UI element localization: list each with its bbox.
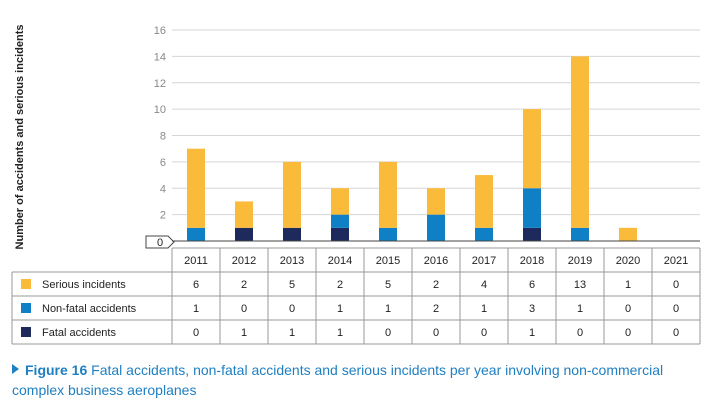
bar-serious-incidents: [331, 188, 349, 215]
figure-label: Figure 16: [25, 362, 88, 378]
table-cell: 0: [625, 303, 631, 315]
table-cell: 1: [289, 327, 295, 339]
bar-serious-incidents: [619, 227, 637, 241]
y-tick-label: 12: [154, 78, 166, 90]
x-tick-label: 2019: [568, 255, 592, 267]
y-tick-label: 2: [160, 210, 166, 222]
bar-non-fatal-accidents: [475, 227, 493, 241]
bar-non-fatal-accidents: [331, 214, 349, 228]
table-cell: 1: [481, 303, 487, 315]
table-cell: 3: [529, 303, 535, 315]
y-tick-label: 10: [154, 104, 166, 116]
table-cell: 0: [433, 327, 439, 339]
table-cell: 2: [433, 279, 439, 291]
bar-non-fatal-accidents: [187, 227, 205, 241]
figure-caption: Figure 16 Fatal accidents, non-fatal acc…: [12, 360, 712, 400]
legend-swatch: [21, 279, 31, 289]
table-cell: 0: [385, 327, 391, 339]
x-tick-label: 2018: [520, 255, 544, 267]
bar-fatal-accidents: [235, 227, 253, 241]
y-tick-label: 6: [160, 157, 166, 169]
bar-serious-incidents: [235, 201, 253, 228]
bar-serious-incidents: [187, 148, 205, 228]
x-tick-label: 2011: [184, 255, 208, 267]
table-cell: 2: [337, 279, 343, 291]
y-tick-label: 8: [160, 131, 166, 143]
table-cell: 1: [577, 303, 583, 315]
caption-arrow-icon: [12, 364, 19, 374]
y-tick-label: 14: [154, 51, 166, 63]
caption-text: Fatal accidents, non-fatal accidents and…: [12, 362, 664, 398]
y-tick-label: 4: [160, 183, 166, 195]
x-tick-label: 2021: [664, 255, 688, 267]
table-cell: 1: [337, 327, 343, 339]
bar-fatal-accidents: [523, 227, 541, 241]
table-cell: 1: [385, 303, 391, 315]
bar-non-fatal-accidents: [523, 188, 541, 228]
legend-swatch: [21, 303, 31, 313]
bar-fatal-accidents: [331, 227, 349, 241]
legend-label: Serious incidents: [42, 279, 126, 291]
table-cell: 0: [625, 327, 631, 339]
table-cell: 0: [673, 279, 679, 291]
y-tick-label: 16: [154, 25, 166, 37]
x-tick-label: 2013: [280, 255, 304, 267]
bar-serious-incidents: [475, 175, 493, 228]
bar-non-fatal-accidents: [427, 214, 445, 241]
y-axis-title: Number of accidents and serious incident…: [14, 25, 26, 250]
legend-swatch: [21, 327, 31, 337]
x-tick-label: 2015: [376, 255, 400, 267]
bar-serious-incidents: [379, 161, 397, 228]
table-cell: 0: [673, 303, 679, 315]
table-cell: 0: [577, 327, 583, 339]
table-cell: 1: [625, 279, 631, 291]
table-cell: 0: [673, 327, 679, 339]
table-cell: 5: [385, 279, 391, 291]
table-cell: 1: [529, 327, 535, 339]
table-cell: 1: [241, 327, 247, 339]
table-cell: 0: [289, 303, 295, 315]
legend-label: Non-fatal accidents: [42, 303, 137, 315]
table-cell: 2: [241, 279, 247, 291]
bar-fatal-accidents: [283, 227, 301, 241]
table-cell: 5: [289, 279, 295, 291]
table-cell: 0: [241, 303, 247, 315]
bar-serious-incidents: [523, 109, 541, 189]
table-cell: 4: [481, 279, 487, 291]
bar-non-fatal-accidents: [571, 227, 589, 241]
x-tick-label: 2016: [424, 255, 448, 267]
zero-marker: [145, 235, 175, 249]
bar-serious-incidents: [427, 188, 445, 215]
table-cell: 2: [433, 303, 439, 315]
table-cell: 6: [193, 279, 199, 291]
chart: Number of accidents and serious incident…: [11, 25, 701, 345]
table-cell: 1: [337, 303, 343, 315]
bar-non-fatal-accidents: [379, 227, 397, 241]
x-tick-label: 2020: [616, 255, 640, 267]
y-tick-label: 0: [157, 237, 163, 249]
table-cell: 0: [481, 327, 487, 339]
table-cell: 1: [193, 303, 199, 315]
table-cell: 0: [193, 327, 199, 339]
legend-label: Fatal accidents: [42, 327, 116, 339]
x-tick-label: 2017: [472, 255, 496, 267]
bar-serious-incidents: [283, 161, 301, 228]
x-tick-label: 2012: [232, 255, 256, 267]
bar-serious-incidents: [571, 56, 589, 228]
table-cell: 6: [529, 279, 535, 291]
table-cell: 13: [574, 279, 586, 291]
x-tick-label: 2014: [328, 255, 352, 267]
